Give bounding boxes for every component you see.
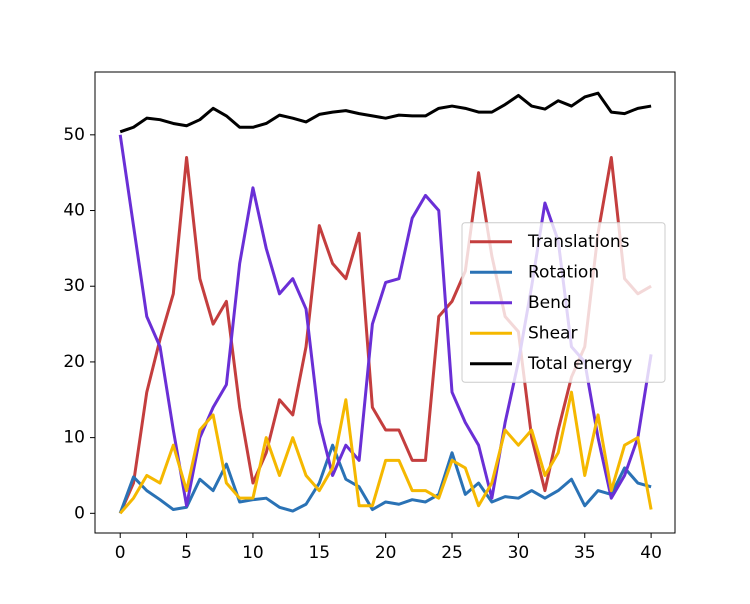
y-tick-label: 30 xyxy=(63,276,85,296)
x-tick-label: 0 xyxy=(115,543,126,563)
x-tick-label: 15 xyxy=(308,543,330,563)
x-tick-label: 40 xyxy=(640,543,662,563)
legend-box xyxy=(461,222,666,383)
x-tick-label: 35 xyxy=(574,543,596,563)
y-tick-label: 0 xyxy=(74,503,85,523)
x-tick-label: 5 xyxy=(181,543,192,563)
x-tick-label: 25 xyxy=(441,543,463,563)
series-line xyxy=(119,390,653,515)
y-tick-label: 20 xyxy=(63,352,85,372)
legend-label: Translations xyxy=(527,232,630,252)
series-line xyxy=(119,91,652,134)
legend-label: Total energy xyxy=(527,354,632,374)
series-line xyxy=(118,156,652,514)
plot-frame xyxy=(94,71,676,534)
legend-label: Rotation xyxy=(528,262,599,282)
legend-label: Bend xyxy=(528,293,572,313)
legend-label: Shear xyxy=(528,323,577,343)
series-line xyxy=(118,443,652,514)
x-tick-label: 20 xyxy=(375,543,397,563)
y-tick-label: 50 xyxy=(63,125,85,145)
y-tick-label: 10 xyxy=(63,428,85,448)
y-tick-label: 40 xyxy=(63,201,85,221)
x-tick-label: 10 xyxy=(242,543,264,563)
x-tick-label: 30 xyxy=(508,543,530,563)
